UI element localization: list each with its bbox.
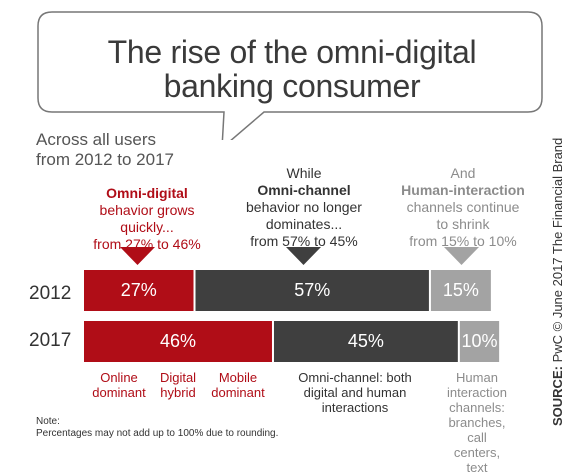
category-line: dominant [92, 385, 146, 400]
category-line: interaction [447, 385, 507, 400]
annotation-line: dominates... [265, 216, 343, 232]
annotation-title: Human-interaction [401, 182, 525, 198]
annotation-omni-digital: Omni-digital behavior grows quickly... f… [72, 185, 222, 253]
arrow-down-icon [444, 247, 479, 265]
stacked-bar-chart [84, 270, 500, 362]
annotation-line: from 15% to 10% [409, 233, 517, 249]
subtitle-line2: from 2012 to 2017 [36, 150, 174, 169]
subtitle-line1: Across all users [36, 130, 156, 149]
bar-value-label: 57% [294, 280, 331, 300]
source-text: PwC © June 2017 The Financial Brand [550, 137, 565, 367]
bar-segment-omni-channel-2017 [273, 321, 458, 362]
category-line: Mobile [218, 370, 258, 385]
category-line: channels: [449, 400, 505, 415]
annotation-line: from 57% to 45% [250, 233, 358, 249]
annotation-line: And [450, 165, 476, 181]
bar-segment-omni-channel-2012 [195, 270, 429, 311]
bar-value-label: 46% [159, 331, 196, 351]
annotation-line: behavior no longer [246, 199, 362, 215]
bar-value-label: 15% [442, 280, 479, 300]
arrow-markers [120, 247, 479, 265]
year-label-2012: 2012 [29, 283, 72, 304]
category-line: Omni-channel: both [298, 370, 412, 385]
bar-segment-omni-digital-2012 [84, 270, 194, 311]
annotation-title: Omni-channel [257, 182, 351, 198]
arrow-down-icon [286, 247, 321, 265]
annotation-line: to shrink [436, 216, 490, 232]
annotation-omni-channel: While Omni-channel behavior no longer do… [224, 165, 384, 250]
bar-value-label: 45% [347, 331, 384, 351]
footnote-line: Note: [36, 416, 60, 427]
category-line: centers, text [453, 445, 501, 475]
subtitle: Across all users from 2012 to 2017 [36, 130, 174, 170]
year-label-2017: 2017 [29, 330, 72, 351]
category-line: dominant [211, 385, 265, 400]
source-credit: SOURCE: PwC © June 2017 The Financial Br… [550, 138, 566, 426]
category-line: interactions [321, 400, 389, 415]
category-line: digital and human [303, 385, 407, 400]
annotation-human-interaction: And Human-interaction channels continue … [388, 165, 538, 250]
footnote-line: Percentages may not add up to 100% due t… [36, 428, 279, 439]
page-title: The rise of the omni-digital [107, 34, 477, 70]
category-line: branches, call [448, 415, 506, 445]
category-line: Human [456, 370, 498, 385]
bar-value-label: 27% [120, 280, 157, 300]
annotation-line: channels continue [406, 199, 520, 215]
bar-segment-human-interaction-2017 [459, 321, 500, 362]
bar-segment-human-interaction-2012 [430, 270, 491, 311]
category-human-interaction: Human interaction channels: branches, ca… [442, 370, 512, 475]
page-title-line2: banking consumer [163, 68, 421, 104]
category-mobile-dominant: Mobile dominant [206, 370, 270, 400]
annotation-line: While [286, 165, 322, 181]
category-line: Digital [159, 370, 197, 385]
category-omni-channel: Omni-channel: both digital and human int… [296, 370, 414, 415]
speech-bubble [37, 11, 543, 140]
category-online-dominant: Online dominant [84, 370, 154, 400]
footnote: Note: Percentages may not add up to 100%… [36, 416, 278, 440]
category-line: hybrid [160, 385, 196, 400]
bar-value-label: 10% [461, 331, 498, 351]
source-label: SOURCE: [550, 366, 565, 426]
annotation-line: quickly... [120, 219, 174, 235]
annotation-line: behavior grows [99, 202, 195, 218]
bar-segment-omni-digital-2017 [84, 321, 272, 362]
annotation-line: from 27% to 46% [93, 236, 201, 252]
category-digital-hybrid: Digital hybrid [153, 370, 203, 400]
annotation-title: Omni-digital [106, 185, 188, 201]
arrow-down-icon [120, 247, 155, 265]
category-line: Online [100, 370, 138, 385]
